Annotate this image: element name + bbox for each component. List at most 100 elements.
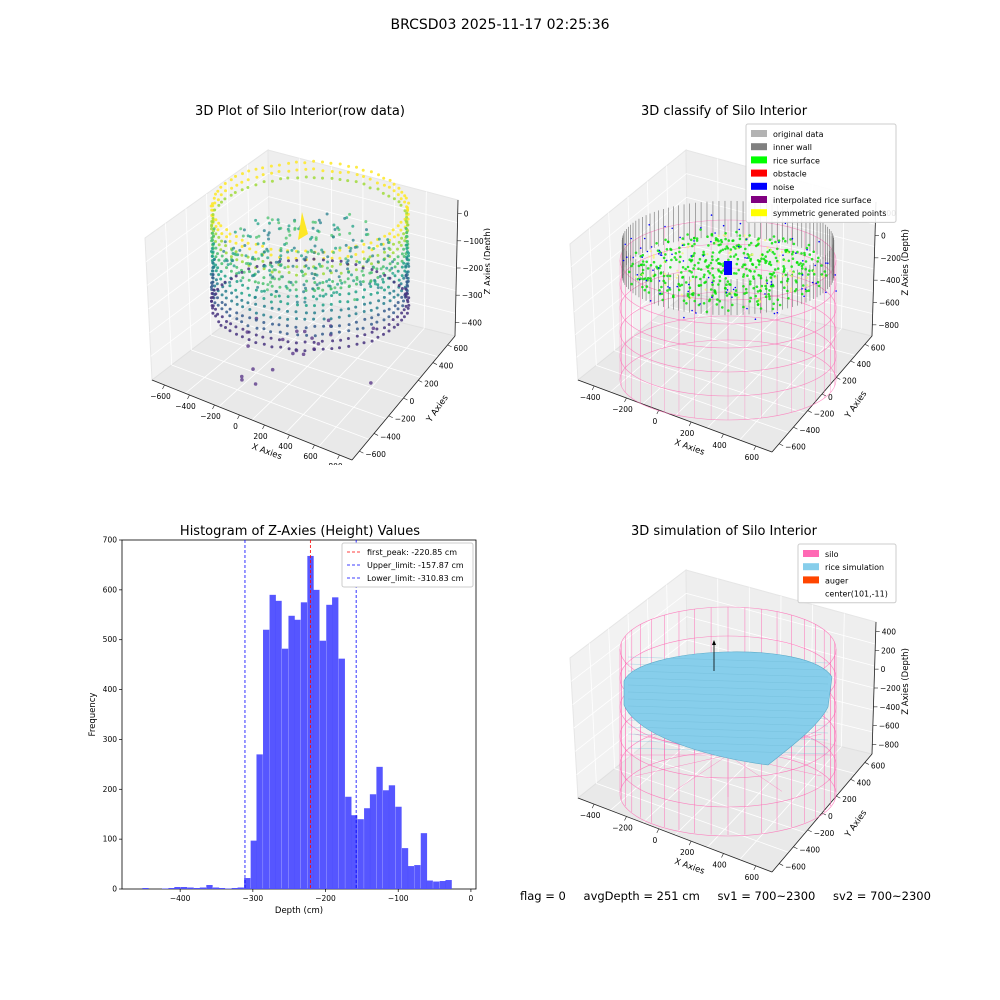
data-point [402,261,406,265]
rice-surface-point [824,274,828,277]
y-tick-label: 400 [103,685,118,694]
rice-surface-point [692,236,696,240]
data-point [402,255,406,258]
data-point [368,282,372,286]
data-point [211,220,215,224]
rice-surface-point [656,249,660,252]
data-point [212,227,216,231]
silo-ring [619,339,837,421]
data-point [372,266,376,269]
legend-swatch [751,143,767,151]
histogram-bar [193,888,201,889]
data-point [405,231,409,234]
data-point [303,340,307,344]
rice-surface-point [693,252,696,255]
rice-surface-point [738,237,742,241]
data-point [325,279,329,283]
noise-point [693,240,695,242]
data-point [392,182,396,186]
data-point [370,322,373,326]
data-point [362,242,366,246]
histogram-bar [345,796,352,889]
data-point [211,231,214,235]
data-point [288,288,292,292]
z-tick-label: −600 [879,722,900,731]
data-point [223,182,227,185]
legend-swatch [803,563,819,571]
data-point [224,189,227,193]
data-point [277,260,280,264]
x-tick-label: 400 [278,442,293,451]
histogram-bar [250,840,257,889]
noise-point [722,224,725,227]
rice-surface-point [720,240,724,244]
data-point [405,247,409,250]
noise-point [710,214,713,216]
data-point [270,345,274,349]
data-point [350,273,353,277]
rice-surface-point [776,247,779,251]
noise-point [737,245,740,248]
data-point [334,246,338,250]
data-point [220,293,224,297]
data-point [312,257,316,261]
noise-point [818,240,820,243]
data-point [234,235,238,238]
rice-surface-point [823,270,827,273]
rice-surface-point [717,268,720,271]
rice-surface-point [666,240,670,244]
data-point [222,249,226,253]
rice-surface-point [803,253,806,257]
data-point [317,218,321,222]
data-point [228,280,232,284]
data-point [269,247,273,251]
rice-surface-point [732,255,736,258]
symmetric-point [706,253,709,256]
noise-point [802,260,804,262]
legend-panel4 [797,543,897,604]
data-point [375,320,379,324]
data-point [211,216,215,220]
histogram-bar [187,887,194,889]
data-point [396,255,400,259]
data-point [254,318,258,322]
data-point [379,286,383,290]
rice-surface-point [761,253,764,257]
silo-ring [619,243,837,325]
noise-point [638,278,641,281]
data-point [256,285,260,289]
rice-surface-point [791,250,795,254]
rice-surface-point [759,307,763,310]
symmetric-point [663,272,666,275]
data-point [313,273,317,276]
data-point [248,316,252,320]
z-tick-label: −800 [878,321,899,330]
symmetric-point [689,279,692,282]
symmetric-point [769,249,773,252]
data-point [278,285,282,289]
data-point [256,222,260,226]
legend-label: rice surface [773,156,820,165]
data-point [326,260,330,264]
data-point [383,288,386,292]
data-point [269,336,273,340]
rice-surface-point [647,291,651,294]
data-point [397,200,401,204]
symmetric-point [784,259,787,262]
data-point [254,167,258,171]
data-point [393,304,397,308]
rice-surface-point [820,273,824,276]
rice-surface-point [743,263,747,266]
data-point [403,209,407,213]
x-tick [212,404,215,410]
symmetric-point [759,254,762,257]
rice-surface-point [681,266,685,269]
rice-surface-point [670,258,673,262]
y-tick [447,344,452,348]
data-point [304,286,307,290]
y-tick-label: 400 [857,778,872,787]
data-point [396,247,399,251]
data-point [228,314,232,318]
data-point [399,243,403,247]
noise-point [734,286,737,289]
